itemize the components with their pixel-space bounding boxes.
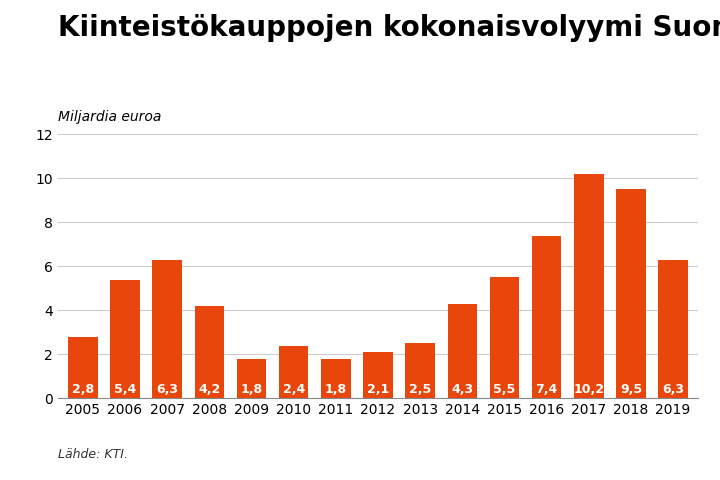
Bar: [364, 352, 392, 398]
Bar: [194, 306, 224, 398]
Bar: [68, 337, 98, 398]
Bar: [279, 346, 308, 398]
Text: Kiinteistökauppojen kokonaisvolyymi Suomessa: Kiinteistökauppojen kokonaisvolyymi Suom…: [58, 14, 720, 42]
Bar: [321, 359, 351, 398]
Text: Miljardia euroa: Miljardia euroa: [58, 110, 161, 124]
Bar: [237, 359, 266, 398]
Text: 6,3: 6,3: [156, 383, 179, 396]
Bar: [574, 174, 603, 398]
Bar: [616, 190, 646, 398]
Text: 4,3: 4,3: [451, 383, 473, 396]
Bar: [153, 260, 182, 398]
Text: 2,8: 2,8: [72, 383, 94, 396]
Bar: [490, 277, 519, 398]
Text: 5,5: 5,5: [493, 383, 516, 396]
Text: 7,4: 7,4: [536, 383, 558, 396]
Text: 4,2: 4,2: [198, 383, 220, 396]
Text: 9,5: 9,5: [620, 383, 642, 396]
Text: 6,3: 6,3: [662, 383, 684, 396]
Bar: [110, 279, 140, 398]
Text: Lähde: KTI.: Lähde: KTI.: [58, 448, 127, 461]
Text: 1,8: 1,8: [325, 383, 347, 396]
Text: 5,4: 5,4: [114, 383, 136, 396]
Text: 1,8: 1,8: [240, 383, 263, 396]
Bar: [658, 260, 688, 398]
Text: 2,5: 2,5: [409, 383, 431, 396]
Text: 2,1: 2,1: [367, 383, 389, 396]
Bar: [405, 343, 435, 398]
Text: 10,2: 10,2: [573, 383, 604, 396]
Bar: [448, 304, 477, 398]
Bar: [532, 236, 562, 398]
Text: 2,4: 2,4: [282, 383, 305, 396]
